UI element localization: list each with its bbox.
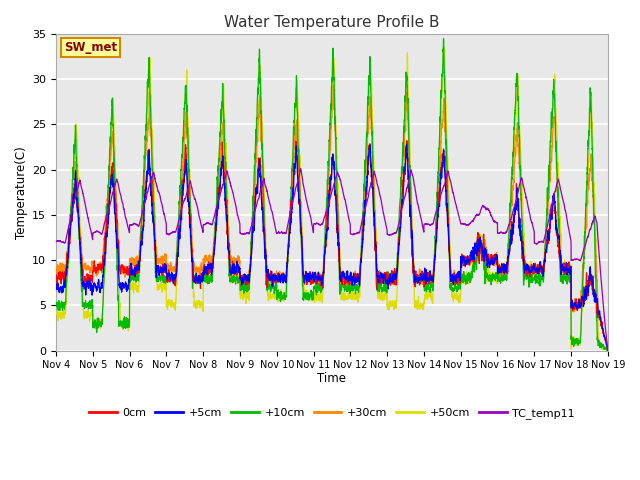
+10cm — [604, 348, 612, 353]
+10cm — [52, 303, 60, 309]
+30cm — [425, 280, 433, 286]
Line: 0cm: 0cm — [56, 141, 608, 350]
+10cm — [487, 275, 495, 281]
+50cm — [425, 292, 433, 298]
+30cm — [604, 347, 612, 353]
+5cm — [604, 345, 611, 350]
0cm — [151, 245, 159, 251]
+10cm — [456, 282, 463, 288]
Line: +50cm: +50cm — [56, 47, 608, 350]
TC_temp11 — [297, 166, 305, 171]
+10cm — [425, 286, 433, 292]
Text: SW_met: SW_met — [64, 41, 117, 54]
+10cm — [604, 347, 611, 353]
+10cm — [312, 283, 319, 289]
+30cm — [52, 265, 60, 271]
TC_temp11 — [151, 177, 159, 183]
+30cm — [456, 278, 463, 284]
+50cm — [456, 292, 463, 298]
+5cm — [312, 269, 319, 275]
TC_temp11 — [425, 222, 433, 228]
+50cm — [52, 311, 60, 317]
TC_temp11 — [604, 347, 612, 352]
Y-axis label: Temperature(C): Temperature(C) — [15, 146, 28, 239]
+30cm — [312, 275, 319, 281]
+30cm — [487, 256, 495, 262]
+5cm — [604, 347, 612, 353]
X-axis label: Time: Time — [317, 372, 346, 385]
+50cm — [312, 293, 319, 299]
+5cm — [456, 277, 463, 283]
TC_temp11 — [312, 221, 319, 227]
+30cm — [604, 345, 611, 350]
+10cm — [151, 258, 159, 264]
Line: +10cm: +10cm — [56, 39, 608, 350]
+30cm — [151, 228, 159, 234]
0cm — [425, 280, 433, 286]
0cm — [604, 347, 612, 353]
+5cm — [52, 283, 60, 288]
Line: +30cm: +30cm — [56, 85, 608, 350]
+5cm — [151, 242, 159, 248]
TC_temp11 — [604, 341, 611, 347]
0cm — [52, 273, 60, 278]
+5cm — [487, 259, 495, 265]
Line: +5cm: +5cm — [56, 144, 608, 350]
TC_temp11 — [456, 216, 463, 222]
TC_temp11 — [52, 239, 60, 244]
0cm — [487, 252, 495, 258]
+5cm — [425, 277, 433, 283]
+30cm — [330, 83, 337, 88]
+50cm — [604, 347, 611, 353]
TC_temp11 — [487, 212, 495, 218]
0cm — [312, 274, 319, 279]
+50cm — [604, 348, 612, 353]
+50cm — [487, 279, 495, 285]
+50cm — [151, 229, 159, 235]
0cm — [604, 345, 611, 350]
+5cm — [403, 142, 410, 147]
Line: TC_temp11: TC_temp11 — [56, 168, 608, 349]
Legend: 0cm, +5cm, +10cm, +30cm, +50cm, TC_temp11: 0cm, +5cm, +10cm, +30cm, +50cm, TC_temp1… — [84, 404, 579, 423]
+50cm — [440, 44, 448, 50]
Title: Water Temperature Profile B: Water Temperature Profile B — [224, 15, 440, 30]
+10cm — [440, 36, 447, 42]
0cm — [456, 276, 463, 282]
0cm — [403, 138, 411, 144]
